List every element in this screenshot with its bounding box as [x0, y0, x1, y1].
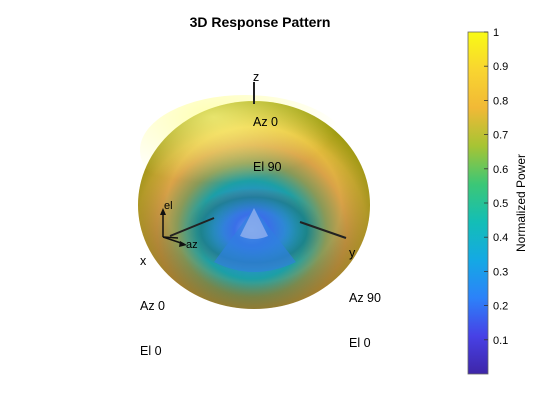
x-axis-el: El 0: [140, 344, 162, 358]
colorbar-tick-label: 1: [493, 27, 499, 39]
colorbar-tick-label: 0.2: [493, 301, 508, 313]
z-axis-name: z: [253, 70, 260, 84]
y-axis-line: [299, 221, 347, 239]
colorbar-tick-label: 0.7: [493, 130, 508, 142]
colorbar-tick-label: 0.5: [493, 198, 508, 210]
z-axis-az: Az 0: [253, 115, 279, 129]
y-axis-az: Az 90: [349, 291, 381, 305]
z-axis-label: z Az 0 El 90: [253, 40, 282, 205]
x-axis-name: x: [140, 254, 147, 268]
main-lobe-tip: [240, 208, 268, 239]
chart-title: 3D Response Pattern: [189, 14, 331, 30]
colorbar: 0.1 0.2 0.3 0.4 0.5 0.6 0.7 0.8 0.9 1 Normalized …: [467, 27, 528, 375]
colorbar-tick-label: 0.9: [493, 61, 508, 73]
y-axis-name: y: [349, 246, 356, 260]
main-lobe: [214, 208, 296, 272]
y-axis-el: El 0: [349, 336, 371, 350]
colorbar-tick-label: 0.4: [493, 232, 508, 244]
x-axis-az: Az 0: [140, 299, 166, 313]
colorbar-tick-label: 0.1: [493, 335, 508, 347]
az-label: az: [186, 239, 198, 251]
colorbar-tick-label: 0.3: [493, 266, 508, 278]
colorbar-label: Normalized Power: [514, 154, 528, 252]
el-label: el: [164, 200, 173, 212]
orientation-triad: [160, 208, 187, 247]
x-axis-line: [169, 217, 215, 237]
y-axis-label: y Az 90 El 0: [349, 216, 381, 381]
x-axis-label: x Az 0 El 0: [140, 224, 165, 389]
colorbar-tick-label: 0.8: [493, 95, 508, 107]
z-axis-el: El 90: [253, 160, 282, 174]
colorbar-tick-label: 0.6: [493, 164, 508, 176]
surface-highlight: [140, 95, 350, 205]
